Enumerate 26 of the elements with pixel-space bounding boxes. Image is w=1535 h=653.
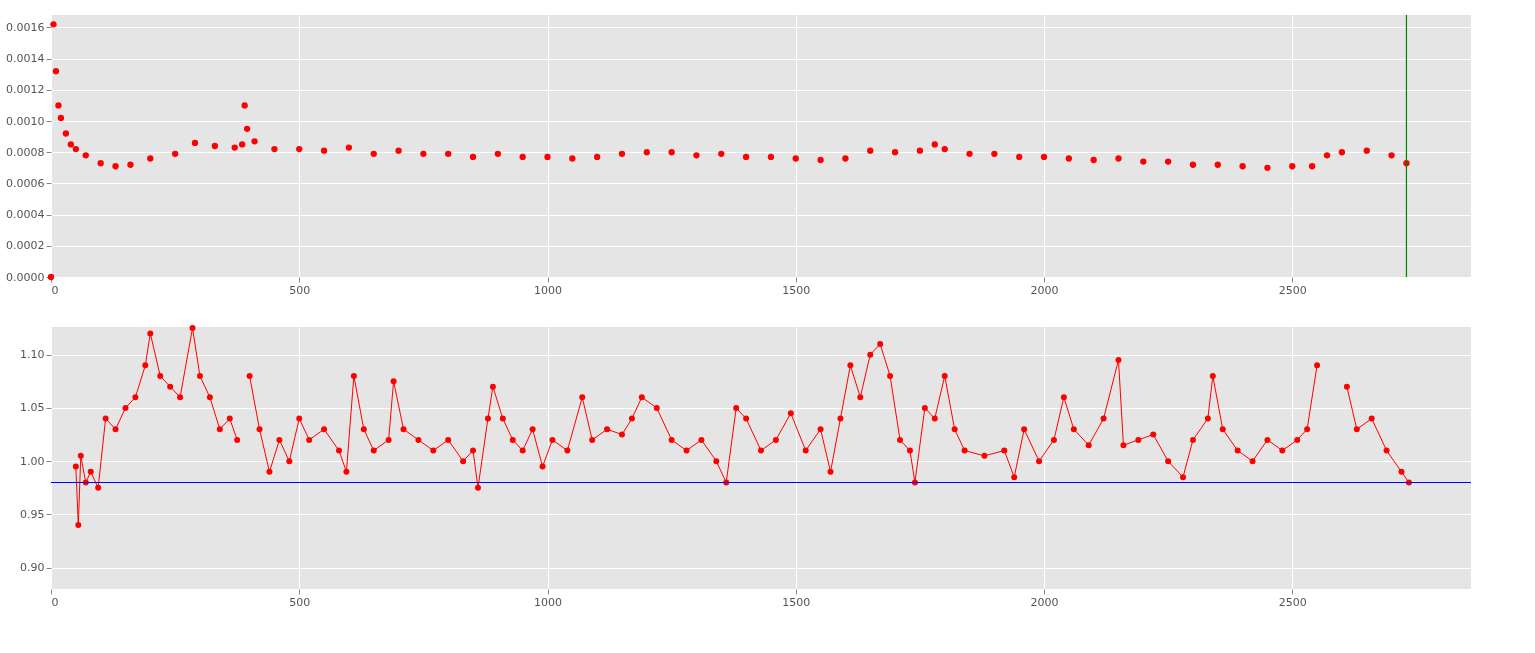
x-tick-label: 1500	[782, 283, 811, 297]
y-tick-label: 0.0006	[6, 176, 45, 190]
y-tick-label: 0.0014	[6, 52, 45, 66]
y-tick-label: 1.10	[20, 348, 45, 362]
x-tick-label: 2000	[1030, 595, 1059, 609]
x-tick-label: 2000	[1030, 283, 1059, 297]
y-tick-label: 0.90	[20, 561, 45, 575]
x-tick-label: 0	[51, 283, 59, 297]
y-tick-label: 0.95	[20, 507, 45, 521]
y-tick-label: 0.0010	[6, 114, 45, 128]
x-tick-label: 0	[51, 595, 59, 609]
x-tick-label: 2500	[1278, 283, 1307, 297]
y-tick-label: 0.0012	[6, 83, 45, 97]
x-tick-label: 1000	[534, 595, 562, 609]
x-tick-label: 1500	[782, 595, 811, 609]
x-tick-label: 500	[289, 595, 311, 609]
y-tick-label: 0.0002	[6, 239, 45, 253]
y-tick-label: 0.0016	[6, 20, 45, 34]
y-tick-label: 0.0008	[6, 145, 45, 159]
x-tick-label: 2500	[1278, 595, 1307, 609]
y-tick-label: 0.0004	[6, 208, 45, 222]
x-tick-label: 1000	[534, 283, 562, 297]
y-tick-label: 1.05	[20, 401, 45, 415]
y-tick-label: 0.0000	[6, 270, 45, 284]
x-tick-label: 500	[289, 283, 311, 297]
y-tick-label: 1.00	[20, 454, 45, 468]
